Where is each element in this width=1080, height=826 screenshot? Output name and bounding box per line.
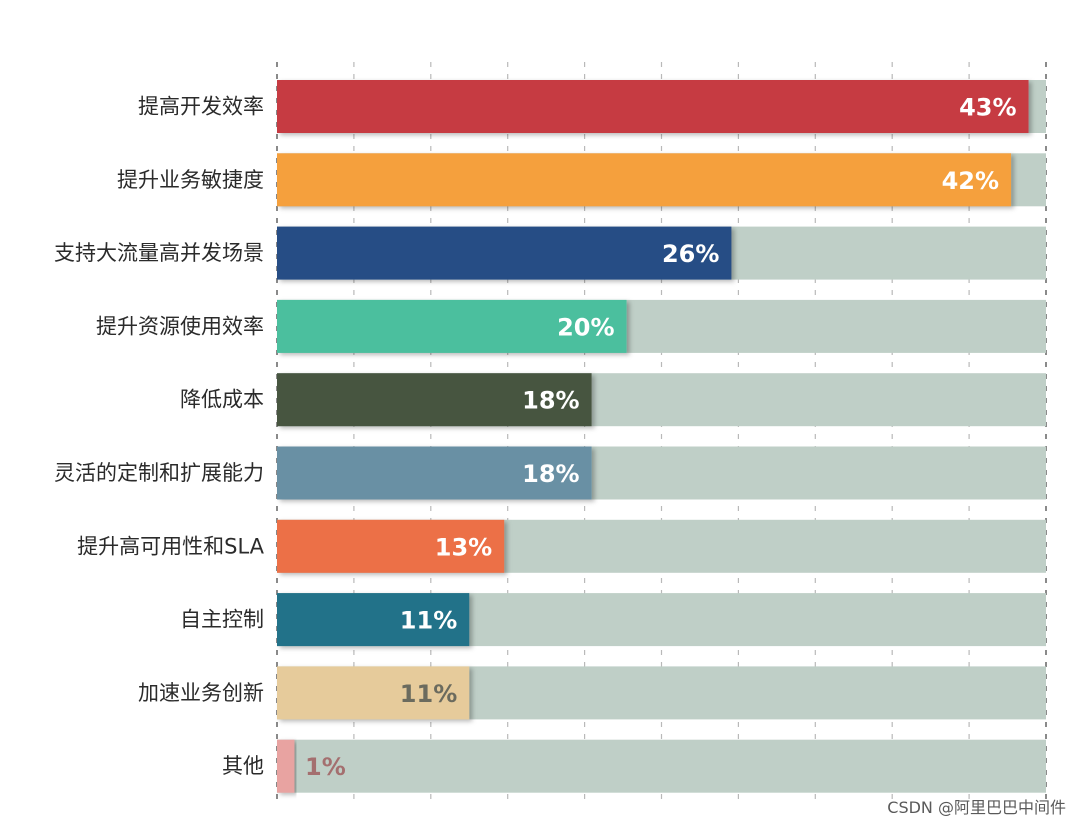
category-label: 加速业务创新 (138, 681, 264, 705)
value-label: 42% (942, 167, 999, 195)
category-label: 提高开发效率 (138, 95, 264, 119)
value-label: 11% (400, 680, 457, 708)
bar (277, 226, 732, 280)
value-label: 20% (557, 313, 614, 341)
category-label: 提升高可用性和SLA (77, 534, 265, 558)
bar-track (277, 739, 1046, 793)
category-label: 支持大流量高并发场景 (54, 241, 264, 265)
category-label: 提升业务敏捷度 (117, 168, 264, 192)
watermark-text: CSDN @阿里巴巴中间件 (887, 798, 1066, 817)
bar (277, 519, 505, 573)
category-label: 自主控制 (180, 608, 264, 632)
category-label: 其他 (222, 754, 264, 778)
value-label: 1% (305, 753, 346, 781)
value-label: 18% (522, 460, 579, 488)
value-label: 11% (400, 607, 457, 635)
bar (277, 666, 470, 720)
bar (277, 80, 1029, 133)
value-label: 26% (662, 240, 719, 268)
bar (277, 446, 592, 500)
bar (277, 739, 295, 793)
bar (277, 299, 627, 353)
value-label: 18% (522, 387, 579, 415)
value-label: 43% (959, 94, 1016, 122)
category-label: 提升资源使用效率 (96, 314, 264, 338)
bar (277, 593, 470, 647)
value-label: 13% (435, 533, 492, 561)
category-label: 灵活的定制和扩展能力 (54, 461, 264, 485)
bar (277, 373, 592, 427)
bar (277, 153, 1012, 207)
category-label: 降低成本 (180, 388, 264, 412)
